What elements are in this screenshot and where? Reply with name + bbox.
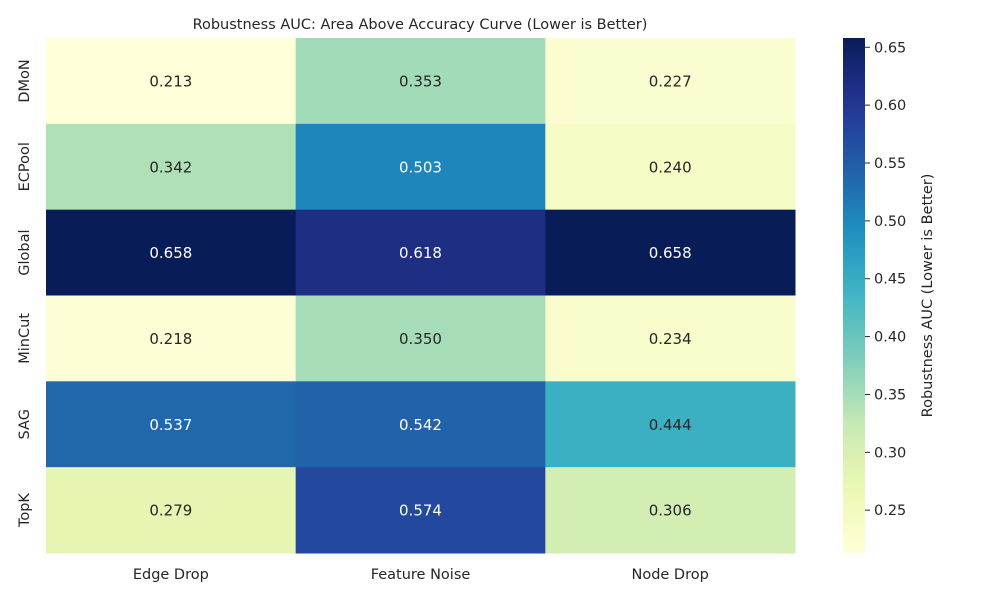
heatmap-value-labels: 0.213 0.353 0.227 0.342 0.503 0.240 0.658 0.618… [149,72,691,519]
heatmap-cell [295,209,546,296]
x-tick-label: Edge Drop [133,567,209,583]
heatmap-cell [545,467,796,554]
heatmap-cell [295,295,546,382]
heatmap-cell [295,381,546,468]
colorbar-tick-label: 0.65 [874,40,906,56]
cell-value-label: 0.537 [149,416,192,434]
heatmap-cell [545,38,796,125]
colorbar-tick-label: 0.30 [874,445,906,461]
x-tick-label: Feature Noise [371,567,471,583]
cell-value-label: 0.213 [149,72,192,90]
cell-value-label: 0.240 [649,158,692,176]
cell-value-label: 0.444 [649,416,692,434]
x-tick-label: Node Drop [631,567,708,583]
colorbar-tick-label: 0.55 [874,156,906,172]
cell-value-label: 0.503 [399,158,442,176]
colorbar-label: Robustness AUC (Lower is Better) [920,174,936,418]
y-axis-tick-labels: DMoN ECPool Global MinCut SAG TopK [17,59,33,528]
heatmap-cell [46,467,297,554]
y-tick-label: SAG [17,409,33,439]
colorbar [843,38,865,553]
colorbar-tick-label: 0.25 [874,503,906,519]
heatmap-cell [295,123,546,211]
colorbar-tick-label: 0.45 [874,272,906,288]
heatmap-cell [545,381,796,468]
cell-value-label: 0.542 [399,416,442,434]
heatmap-cell [545,123,796,211]
cell-value-label: 0.350 [399,330,442,348]
heatmap-cell [46,381,297,468]
cell-value-label: 0.227 [649,72,692,90]
cell-value-label: 0.218 [149,330,192,348]
chart-title: Robustness AUC: Area Above Accuracy Curv… [193,17,648,33]
y-tick-label: MinCut [17,313,33,364]
cell-value-label: 0.306 [649,502,692,520]
colorbar-tick-label: 0.60 [874,98,906,114]
y-tick-label: ECPool [17,142,33,191]
y-tick-label: Global [17,229,33,275]
colorbar-tick-label: 0.50 [874,214,906,230]
cell-value-label: 0.353 [399,72,442,90]
colorbar-tick-label: 0.40 [874,330,906,346]
cell-value-label: 0.342 [149,158,192,176]
heatmap-cell [46,38,297,125]
cell-value-label: 0.574 [399,502,442,520]
heatmap-cell [545,209,796,296]
heatmap-cell [46,209,297,296]
heatmap-cell [46,123,297,211]
y-tick-label: DMoN [17,59,33,102]
x-axis-tick-labels: Edge Drop Feature Noise Node Drop [133,567,709,583]
cell-value-label: 0.234 [649,330,692,348]
cell-value-label: 0.618 [399,244,442,262]
heatmap-cell [46,295,297,382]
heatmap-cell [545,295,796,382]
heatmap-cells [46,38,796,554]
y-tick-label: TopK [17,493,33,528]
colorbar-ticks: 0.25 0.30 0.35 0.40 0.45 0.50 0.55 0.60 0.65 [865,40,906,519]
cell-value-label: 0.658 [649,244,692,262]
heatmap-cell [295,467,546,554]
heatmap-cell [295,38,546,125]
cell-value-label: 0.658 [149,244,192,262]
cell-value-label: 0.279 [149,502,192,520]
colorbar-tick-label: 0.35 [874,387,906,403]
